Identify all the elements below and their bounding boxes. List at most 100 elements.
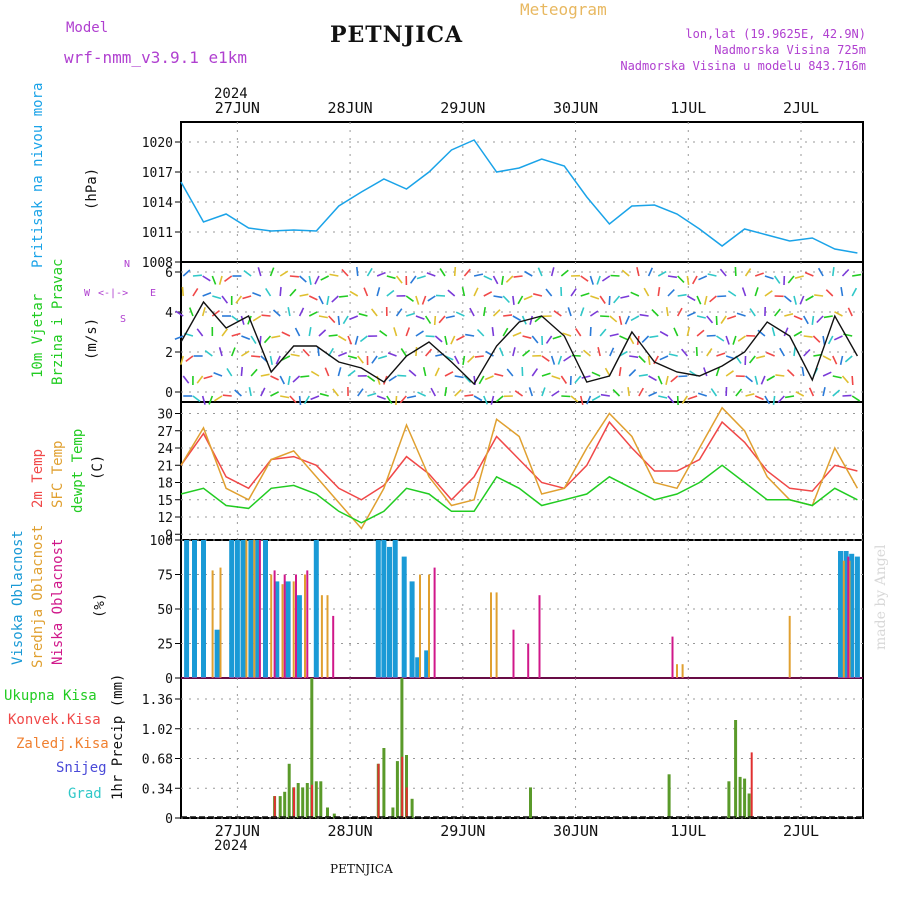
wind-arrow: [804, 271, 814, 277]
wind-arrow: [386, 395, 393, 404]
wind-arrow: [737, 335, 747, 342]
wind-arrow: [308, 326, 312, 337]
wind-arrow: [816, 315, 824, 324]
date-label-bottom: 2JUL: [783, 822, 819, 840]
wind-arrow: [337, 367, 342, 377]
wind-arrow: [366, 267, 373, 277]
cloud-bar: [283, 574, 286, 678]
wind-arrow: [337, 335, 347, 342]
compass-e: E: [150, 288, 157, 299]
wind-arrow: [342, 315, 349, 325]
wind-arrow: [376, 271, 386, 277]
wind-arrow: [289, 288, 297, 297]
cloud-bar: [681, 664, 684, 678]
cloud-bar: [184, 540, 190, 678]
wind-arrow: [842, 394, 852, 397]
precip-bar: [305, 783, 309, 818]
wind-arrow: [524, 270, 533, 277]
wind-arrow: [760, 375, 766, 385]
wind-arrow: [203, 375, 213, 380]
wind-arrow: [415, 346, 418, 357]
compass-arrows: <-|->: [98, 288, 129, 299]
wind-arrow: [175, 310, 184, 317]
wind-arrow: [844, 355, 853, 363]
wind-arrow: [545, 288, 553, 297]
cloud-bar: [842, 560, 845, 678]
temp-dewpt-line: [180, 464, 858, 524]
wind-arrow: [493, 295, 503, 299]
wind-arrow: [272, 309, 281, 317]
wind-arrow: [553, 310, 562, 317]
wind-arrow: [832, 389, 841, 397]
wind-arrow: [561, 395, 571, 398]
wind-arrow: [263, 335, 272, 344]
date-label-bottom: 28JUN: [328, 822, 373, 840]
wind-arrow: [803, 315, 809, 325]
cloud-bar: [490, 592, 492, 678]
wind-arrow: [736, 312, 746, 317]
wind-arrow: [651, 309, 659, 317]
wind-arrow: [609, 333, 619, 337]
date-label-top: 29JUN: [440, 99, 485, 117]
wind-arrow: [338, 351, 348, 357]
wind-arrow: [196, 328, 204, 337]
wind-arrow: [192, 395, 201, 403]
wind-arrow: [677, 293, 687, 297]
wind-arrow: [230, 347, 236, 357]
cloud-bar: [292, 581, 295, 678]
wind-arrow: [235, 295, 243, 304]
wind-arrow: [775, 374, 785, 377]
wind-arrow: [596, 275, 601, 285]
wind-arrow: [349, 290, 359, 297]
precip-bar: [743, 778, 747, 818]
wind-arrow: [506, 368, 514, 377]
wind-arrow: [415, 330, 424, 337]
wind-arrow: [688, 395, 698, 400]
cloud-bar: [313, 540, 319, 678]
wind-arrow: [557, 355, 563, 365]
precip-bar: [401, 756, 404, 819]
wind-arrow: [357, 355, 364, 364]
y-tick-label: 0.34: [142, 782, 173, 797]
y-tick-label: 15: [157, 494, 173, 509]
wind-arrow: [601, 275, 611, 282]
cloud-bar: [392, 540, 398, 678]
wind-arrow: [822, 335, 826, 346]
wind-arrow: [667, 289, 675, 297]
wind-arrow: [201, 307, 206, 317]
wind-arrow: [513, 275, 523, 278]
wind-arrow: [827, 335, 834, 345]
wind-arrow: [371, 355, 378, 364]
wind-arrow: [512, 347, 516, 357]
wind-arrow: [586, 395, 592, 405]
cloud-bar: [527, 643, 530, 678]
cloud-bar: [245, 540, 248, 678]
wind-arrow: [395, 308, 403, 317]
wind-arrow: [832, 375, 842, 379]
wind-arrow: [358, 312, 368, 317]
wind-arrow: [221, 295, 229, 304]
precip-bar: [278, 796, 282, 818]
wind-arrow: [252, 315, 262, 322]
wind-arrow: [668, 353, 678, 357]
wind-arrow: [801, 366, 805, 377]
wind-arrow: [318, 295, 324, 305]
wind-arrow: [211, 309, 220, 317]
panel-frame: [180, 401, 864, 541]
wind-arrow: [492, 309, 501, 317]
wind-arrow: [698, 275, 708, 281]
wind-arrow: [405, 295, 414, 302]
wind-arrow: [202, 292, 212, 297]
wind-arrow: [590, 295, 600, 300]
precip-bar: [405, 787, 408, 818]
wind-arrow: [665, 375, 669, 385]
compass-s: S: [120, 314, 127, 325]
precip-bar: [750, 752, 753, 818]
wind-arrow: [667, 275, 678, 279]
wind-arrow: [512, 295, 515, 306]
precip-legend-graupel: Grad: [68, 786, 102, 802]
wind-arrow: [784, 395, 795, 399]
wind-arrow: [393, 327, 398, 337]
wind-arrow: [537, 267, 543, 277]
wind-arrow: [192, 274, 202, 277]
